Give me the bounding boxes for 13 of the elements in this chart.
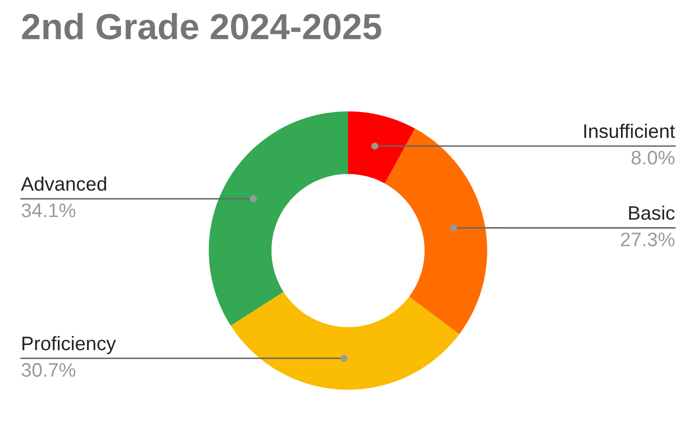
donut-slice: [230, 292, 460, 390]
data-label: 30.7%: [22, 363, 76, 377]
slice-label: Proficiency: [22, 336, 116, 354]
donut-slice: [348, 111, 415, 184]
data-label: 27.3%: [620, 232, 674, 246]
donut-slice: [208, 111, 348, 326]
chart-title: 2nd Grade 2024-2025: [22, 12, 382, 40]
slice-label: Basic: [629, 206, 675, 220]
slice-label: Insufficient: [584, 124, 675, 138]
donut-slice: [384, 128, 488, 334]
slice-label: Advanced: [20, 176, 106, 191]
data-label: 8.0%: [632, 150, 674, 165]
data-label: 34.1%: [22, 203, 76, 218]
